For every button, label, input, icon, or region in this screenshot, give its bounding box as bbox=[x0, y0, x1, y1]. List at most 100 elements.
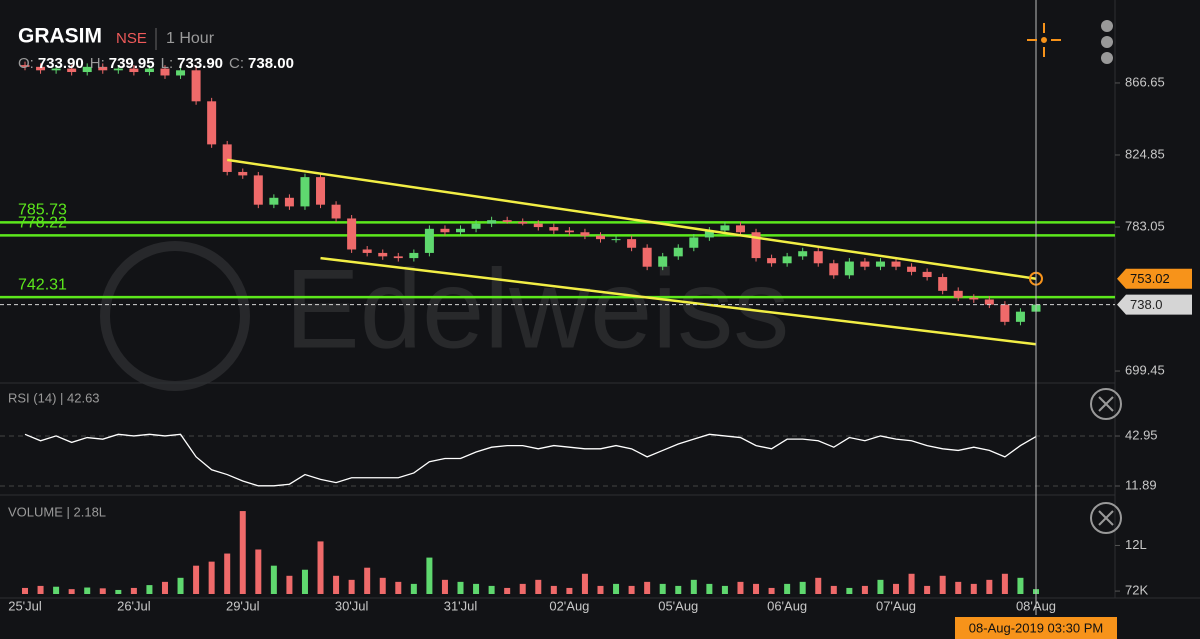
volume-bar bbox=[690, 579, 697, 594]
trend-line bbox=[227, 158, 1037, 280]
volume-bar bbox=[784, 583, 791, 594]
candle-body bbox=[160, 68, 170, 76]
candle-body bbox=[564, 230, 574, 233]
close-rsi-button[interactable] bbox=[1090, 388, 1122, 420]
volume-bar bbox=[1001, 573, 1008, 594]
candle-body bbox=[144, 68, 154, 73]
volume-bar bbox=[970, 583, 977, 594]
volume-bar bbox=[348, 579, 355, 594]
volume-bar bbox=[286, 575, 293, 594]
candle-body bbox=[518, 221, 528, 224]
x-tick-label: 02'Aug bbox=[549, 598, 589, 613]
price-tag bbox=[1117, 268, 1192, 289]
volume-bar bbox=[706, 583, 713, 594]
volume-bar bbox=[613, 583, 620, 594]
candle-body bbox=[829, 263, 839, 276]
ohlc-value: 733.90 bbox=[177, 55, 223, 72]
volume-bar bbox=[473, 583, 480, 594]
candle-body bbox=[440, 228, 450, 233]
panel-title: RSI (14) | 42.63 bbox=[8, 390, 100, 405]
candle-body bbox=[269, 197, 279, 205]
candle-body bbox=[362, 249, 372, 253]
close-volume-button[interactable] bbox=[1090, 502, 1122, 534]
x-tick-label: 07'Aug bbox=[876, 598, 916, 613]
x-tick-label: 29'Jul bbox=[226, 598, 260, 613]
crosshair-tool[interactable] bbox=[1027, 23, 1061, 57]
y-tick-label: 824.85 bbox=[1125, 146, 1165, 161]
candle-body bbox=[487, 220, 497, 224]
volume-bar bbox=[1017, 577, 1024, 594]
volume-bar bbox=[130, 587, 137, 594]
volume-bar bbox=[659, 583, 666, 594]
candle-body bbox=[284, 197, 294, 207]
candle-body bbox=[720, 225, 730, 231]
candle-body bbox=[253, 175, 263, 205]
volume-bar bbox=[815, 577, 822, 594]
volume-bar bbox=[426, 557, 433, 594]
volume-bar bbox=[955, 581, 962, 594]
candle-body bbox=[409, 252, 419, 259]
volume-bar bbox=[597, 585, 604, 594]
candle-body bbox=[860, 261, 870, 267]
candle-body bbox=[689, 237, 699, 248]
volume-bar bbox=[566, 587, 573, 594]
volume-bar bbox=[193, 565, 200, 594]
candle-body bbox=[798, 251, 808, 257]
candle-body bbox=[36, 66, 46, 71]
volume-bar bbox=[146, 585, 153, 594]
candle-body bbox=[735, 225, 745, 233]
level-label: 778.22 bbox=[18, 215, 67, 232]
volume-bar bbox=[504, 587, 511, 594]
candle-body bbox=[611, 239, 621, 241]
candle-body bbox=[300, 177, 310, 207]
ohlc-value: 733.90 bbox=[38, 55, 84, 72]
candle-body bbox=[393, 256, 403, 259]
volume-bar bbox=[581, 573, 588, 594]
candle-body bbox=[658, 256, 668, 267]
candle-body bbox=[938, 277, 948, 291]
y-tick-label: 42.95 bbox=[1125, 427, 1158, 442]
ohlc-value: 739.95 bbox=[109, 55, 155, 72]
volume-bar bbox=[208, 561, 215, 594]
volume-bar bbox=[379, 577, 386, 594]
watermark-text: Edelweiss bbox=[285, 247, 789, 372]
rsi-line bbox=[24, 433, 1037, 487]
candle-body bbox=[673, 247, 683, 257]
candle-body bbox=[1015, 311, 1025, 322]
volume-bar bbox=[550, 585, 557, 594]
volume-bar bbox=[675, 585, 682, 594]
candle-body bbox=[922, 271, 932, 278]
ohlc-label: C: bbox=[229, 55, 244, 72]
volume-bar bbox=[737, 581, 744, 594]
volume-bar bbox=[410, 583, 417, 594]
menu-button[interactable] bbox=[1101, 20, 1113, 64]
volume-bar bbox=[846, 587, 853, 594]
candle-body bbox=[844, 261, 854, 276]
watermark-logo bbox=[100, 241, 250, 391]
candle-body bbox=[238, 171, 248, 176]
candle-body bbox=[704, 230, 714, 238]
volume-bar bbox=[768, 587, 775, 594]
candle-body bbox=[378, 252, 388, 257]
candle-body bbox=[176, 70, 186, 76]
candle-body bbox=[751, 232, 761, 259]
trend-line bbox=[320, 256, 1037, 346]
volume-bar bbox=[939, 575, 946, 594]
time-tag bbox=[955, 617, 1117, 639]
candle-body bbox=[456, 228, 466, 233]
y-tick-label: 783.05 bbox=[1125, 218, 1165, 233]
volume-bar bbox=[68, 589, 75, 594]
volume-bar bbox=[628, 585, 635, 594]
volume-bar bbox=[255, 549, 262, 594]
candle-body bbox=[129, 68, 139, 73]
candle-body bbox=[580, 232, 590, 236]
volume-bar bbox=[22, 587, 28, 594]
volume-bar bbox=[395, 581, 402, 594]
candle-body bbox=[98, 66, 108, 71]
candle-body bbox=[595, 235, 605, 240]
volume-bar bbox=[99, 588, 106, 594]
ohlc-value: 738.00 bbox=[248, 55, 294, 72]
level-label: 742.31 bbox=[18, 276, 67, 293]
volume-bar bbox=[84, 587, 91, 594]
